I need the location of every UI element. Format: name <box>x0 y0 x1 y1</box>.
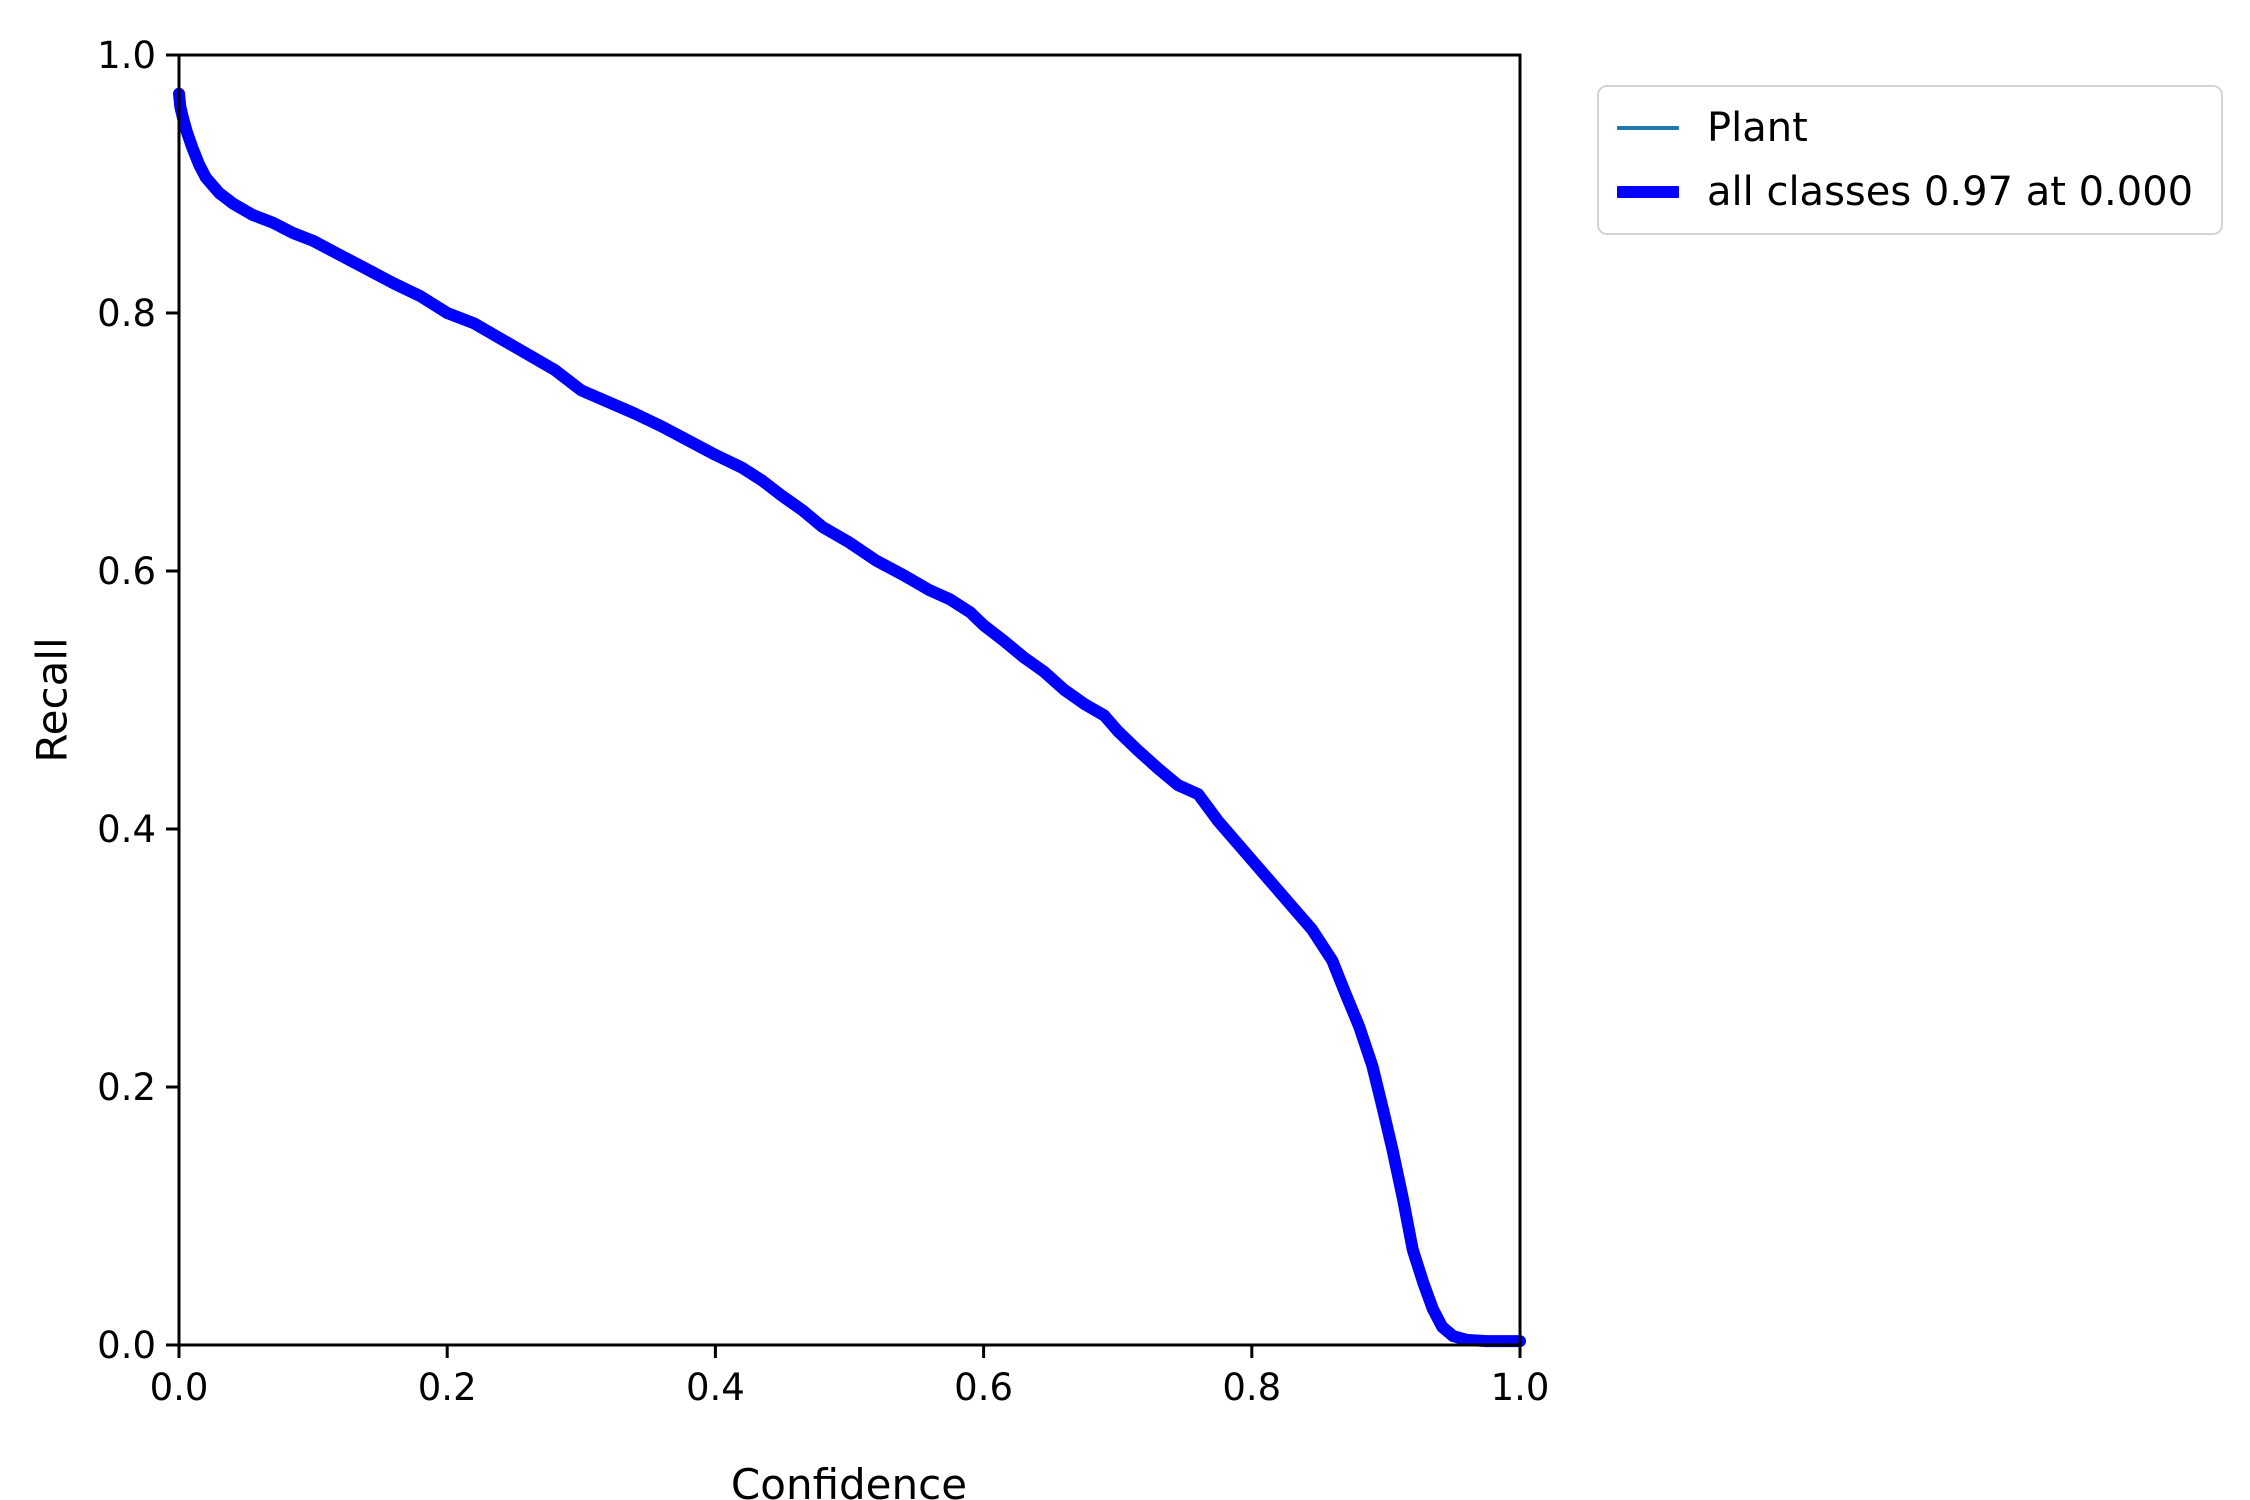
all-classes-curve <box>173 87 1526 1348</box>
y-tick-label: 0.8 <box>97 292 156 335</box>
all-classes-line-swatch-icon <box>1617 186 1679 198</box>
x-tick-label: 0.6 <box>954 1366 1013 1409</box>
legend-entry-all-classes: all classes 0.97 at 0.000 <box>1617 169 2193 215</box>
y-tick-label: 0.4 <box>97 808 156 851</box>
legend-label-all-classes: all classes 0.97 at 0.000 <box>1707 169 2194 215</box>
axes-frame <box>177 53 1522 1347</box>
legend-label-plant: Plant <box>1707 105 1808 151</box>
y-tick-label: 0.6 <box>97 550 156 593</box>
x-tick-label: 0.4 <box>686 1366 745 1409</box>
x-tick-label: 0.2 <box>418 1366 477 1409</box>
y-tick-label: 0.0 <box>97 1324 156 1367</box>
x-axis-title: Confidence <box>730 1460 968 1500</box>
x-tick-label: 0.0 <box>150 1366 209 1409</box>
y-axis-title: Recall <box>27 637 77 763</box>
legend-entry-plant: Plant <box>1617 105 2193 151</box>
y-tick-label: 1.0 <box>97 34 156 77</box>
x-tick-label: 0.8 <box>1222 1366 1281 1409</box>
plant-line-swatch-icon <box>1617 126 1679 130</box>
x-tick-label: 1.0 <box>1491 1366 1550 1409</box>
legend: Plant all classes 0.97 at 0.000 <box>1597 85 2224 235</box>
y-tick-label: 0.2 <box>97 1066 156 1109</box>
